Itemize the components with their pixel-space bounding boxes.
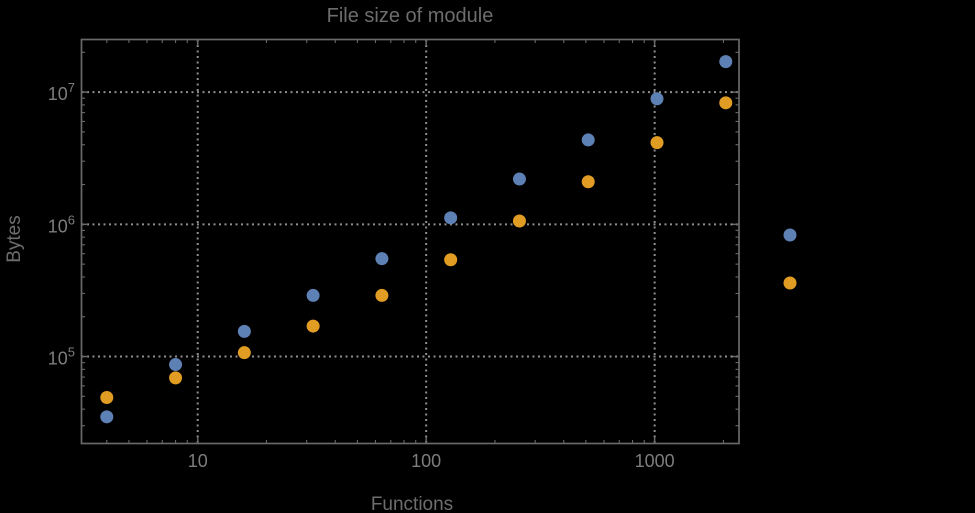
y-tick-label-1e5: 105 [48,345,75,369]
data-point-series-orange [581,175,595,189]
legend-marker-series-orange [783,276,797,290]
x-tick-label-1000: 1000 [635,451,675,471]
chart-title: File size of module [327,5,494,27]
data-point-series-blue [375,252,389,266]
data-point-series-orange [444,253,458,267]
x-tick-label-10: 10 [188,451,208,471]
data-point-series-orange [719,96,733,110]
data-point-series-blue [650,92,664,106]
data-point-series-blue [719,55,733,69]
x-axis-label: Functions [371,494,453,513]
axis-ticks [81,39,739,444]
data-point-series-orange [512,214,526,228]
data-point-series-orange [237,346,251,360]
data-point-series-blue [237,324,251,338]
data-point-series-orange [169,371,183,385]
data-points [100,55,733,424]
x-tick-label-100: 100 [411,451,441,471]
data-point-series-blue [512,172,526,186]
data-point-series-blue [169,358,183,372]
data-point-series-blue [100,410,114,424]
data-point-series-orange [375,288,389,302]
data-point-series-blue [444,211,458,225]
data-point-series-orange [306,319,320,333]
data-point-series-orange [100,391,114,405]
data-point-series-orange [650,136,664,150]
legend-marker-series-blue [783,228,797,242]
data-point-series-blue [306,288,320,302]
y-tick-label-1e6: 106 [48,212,75,236]
plot-frame [80,38,740,445]
y-tick-label-1e7: 107 [48,80,75,104]
y-axis-label: Bytes [4,215,25,263]
data-point-series-blue [581,133,595,147]
gridlines [81,39,739,444]
